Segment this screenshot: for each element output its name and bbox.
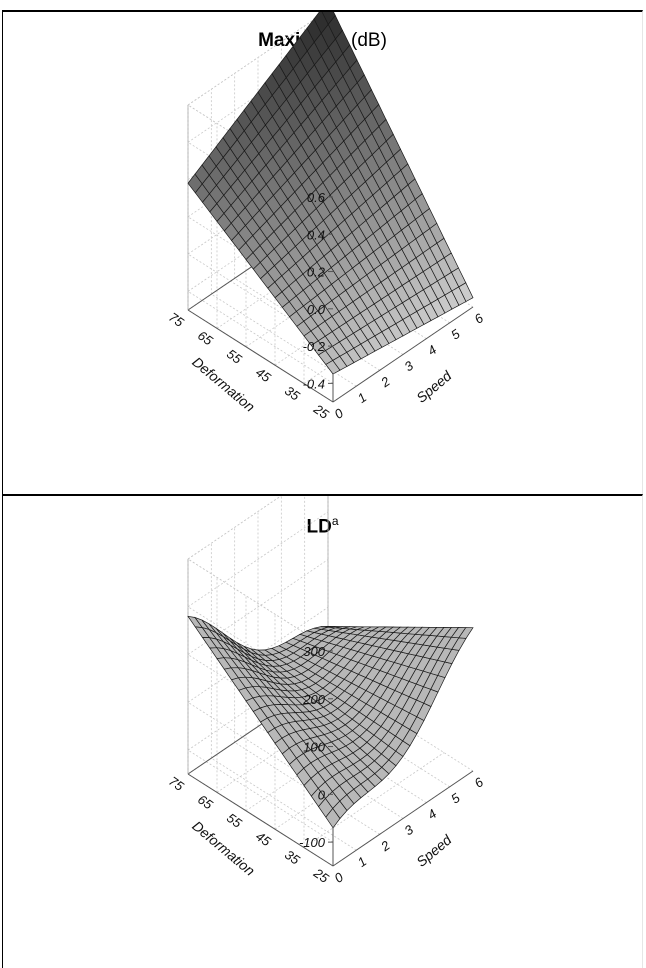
wall-gridline bbox=[187, 496, 282, 560]
x-tick-label: 2 bbox=[377, 373, 393, 390]
x-tick-label: 4 bbox=[425, 342, 440, 358]
x-tick-label: 3 bbox=[401, 821, 416, 838]
surface-cell bbox=[458, 282, 474, 302]
z-tick-label: 0.6 bbox=[307, 190, 326, 205]
x-tick-label: 1 bbox=[355, 854, 370, 870]
wall-gridline bbox=[187, 291, 334, 384]
x-tick-label: 6 bbox=[471, 774, 486, 791]
y-tick-label: 45 bbox=[253, 364, 274, 385]
axis-line bbox=[332, 306, 474, 403]
z-tick-label: 100 bbox=[303, 740, 325, 755]
axis-line bbox=[332, 770, 474, 867]
chart-title: LDa bbox=[306, 514, 339, 538]
y-tick-label: 25 bbox=[310, 401, 332, 423]
y-tick-label: 45 bbox=[253, 828, 274, 849]
y-tick-label: 65 bbox=[195, 792, 216, 813]
surface-plot-ld: -10001002003002535455565750123456Deforma… bbox=[166, 496, 487, 887]
surface-cell bbox=[458, 627, 474, 639]
z-tick-label: 300 bbox=[303, 644, 325, 659]
wall-gridline bbox=[187, 511, 329, 608]
x-tick-label: 2 bbox=[377, 837, 393, 854]
x-tick-label: 3 bbox=[401, 357, 416, 374]
x-axis-label: Speed bbox=[413, 367, 455, 406]
z-tick-label: 0 bbox=[318, 787, 326, 802]
z-tick-label: -0.2 bbox=[303, 339, 326, 354]
surface-plot-maximum: -0.4-0.20.00.20.40.62535455565750123456D… bbox=[166, 12, 487, 423]
z-tick-label: -0.4 bbox=[303, 376, 325, 391]
z-tick-label: 0.0 bbox=[307, 302, 326, 317]
y-tick-label: 75 bbox=[166, 309, 187, 330]
x-axis-label: Speed bbox=[413, 831, 455, 870]
x-tick-label: 5 bbox=[448, 326, 463, 343]
y-tick-label: 55 bbox=[224, 810, 245, 831]
y-tick-label: 75 bbox=[166, 773, 187, 794]
x-tick-label: 1 bbox=[355, 390, 370, 406]
x-tick-label: 0 bbox=[331, 869, 346, 886]
y-tick-label: 65 bbox=[195, 328, 216, 349]
chart-panel-maximum: Maximum (dB) -0.4-0.20.00.20.40.62535455… bbox=[2, 10, 643, 495]
axis-line bbox=[187, 309, 334, 403]
z-tick-label: 0.2 bbox=[307, 265, 326, 280]
axis-line bbox=[187, 773, 334, 867]
x-tick-label: 4 bbox=[425, 806, 440, 822]
x-tick-label: 5 bbox=[448, 790, 463, 807]
y-tick-label: 25 bbox=[310, 865, 332, 887]
floor-gridline bbox=[211, 757, 357, 851]
y-axis-label: Deformation bbox=[189, 818, 258, 879]
floor-gridline bbox=[303, 752, 445, 848]
wall-gridline bbox=[187, 749, 334, 843]
y-tick-label: 35 bbox=[282, 383, 303, 404]
x-tick-label: 6 bbox=[471, 310, 486, 327]
y-axis-label: Deformation bbox=[189, 354, 258, 415]
z-tick-label: 0.4 bbox=[307, 227, 325, 242]
chart-panel-ld: LDa -100 0 100 200 300 25 35 45 55 65 75 0 1 2 3 4 5 6 Def… bbox=[2, 494, 643, 968]
z-tick-label: -100 bbox=[299, 835, 326, 850]
x-tick-label: 0 bbox=[331, 405, 346, 422]
z-tick-label: 200 bbox=[302, 692, 325, 707]
y-tick-label: 55 bbox=[224, 346, 245, 367]
